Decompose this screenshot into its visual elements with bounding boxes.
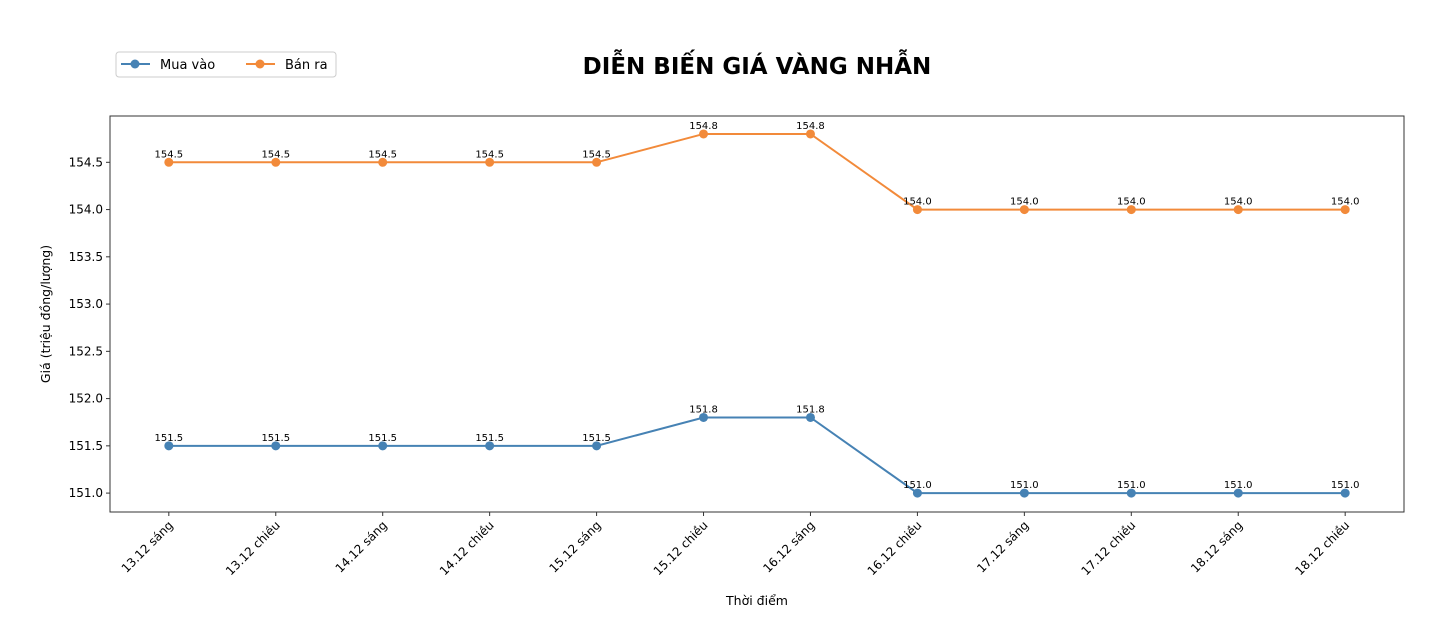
x-tick-label: 16.12 sáng <box>760 518 817 575</box>
data-label: 154.5 <box>475 149 504 160</box>
y-tick-label: 151.5 <box>69 439 103 453</box>
data-point <box>164 441 174 451</box>
data-label: 151.8 <box>796 404 825 415</box>
legend-label-sell: Bán ra <box>285 58 328 73</box>
legend-marker-sell <box>255 59 265 69</box>
data-label: 154.5 <box>261 149 290 160</box>
x-tick-label: 15.12 chiều <box>651 518 711 578</box>
y-tick-label: 154.0 <box>69 203 103 217</box>
data-point <box>912 488 922 498</box>
data-label: 154.5 <box>154 149 183 160</box>
legend-marker-buy <box>130 59 140 69</box>
y-tick-label: 151.0 <box>69 486 103 500</box>
data-point <box>271 157 281 167</box>
data-point <box>164 157 174 167</box>
data-label: 154.0 <box>1224 197 1253 208</box>
data-label: 154.0 <box>1010 197 1039 208</box>
data-label: 154.8 <box>689 121 718 132</box>
x-axis-label: Thời điểm <box>725 593 788 608</box>
data-label: 151.5 <box>475 433 504 444</box>
x-tick-label: 17.12 chiều <box>1079 518 1139 578</box>
data-label: 151.5 <box>261 433 290 444</box>
series-line-buy <box>168 416 1346 495</box>
legend: Mua vào Bán ra <box>115 51 337 78</box>
data-point <box>1233 205 1243 215</box>
data-point <box>271 441 281 451</box>
data-label: 154.5 <box>368 149 397 160</box>
data-point <box>1019 488 1029 498</box>
data-point <box>592 441 602 451</box>
data-label: 151.0 <box>1010 480 1039 491</box>
y-axis: 151.0 151.5 152.0 152.5 153.0 153.5 154.0 154.5 <box>69 155 110 500</box>
y-tick-label: 152.5 <box>69 344 103 358</box>
x-tick-label: 15.12 sáng <box>546 518 603 575</box>
data-point <box>912 205 922 215</box>
y-tick-label: 153.5 <box>69 250 103 264</box>
x-tick-label: 13.12 chiều <box>223 518 283 578</box>
data-point <box>805 129 815 139</box>
series-line-sell <box>168 132 1346 211</box>
x-tick-label: 14.12 sáng <box>333 518 390 575</box>
data-point <box>699 412 709 422</box>
series-group: 151.5 151.5 151.5 151.5 151.5 151.8 151.8 151.0… <box>154 121 1360 498</box>
data-label: 154.0 <box>1117 197 1146 208</box>
data-label: 154.5 <box>582 149 611 160</box>
data-point <box>1019 205 1029 215</box>
x-tick-label: 13.12 sáng <box>119 518 176 575</box>
data-label: 151.5 <box>582 433 611 444</box>
y-axis-label: Giá (triệu đồng/lượng) <box>38 245 53 383</box>
data-label: 151.0 <box>1331 480 1360 491</box>
x-tick-label: 14.12 chiều <box>437 518 497 578</box>
data-label: 151.5 <box>368 433 397 444</box>
data-label: 151.0 <box>1117 480 1146 491</box>
x-tick-label: 18.12 sáng <box>1188 518 1245 575</box>
data-point <box>1233 488 1243 498</box>
x-axis: 13.12 sáng 13.12 chiều 14.12 sáng 14.12 chi… <box>119 512 1352 578</box>
data-label: 154.0 <box>903 197 932 208</box>
x-tick-label: 18.12 chiều <box>1292 518 1352 578</box>
data-point <box>699 129 709 139</box>
y-tick-label: 154.5 <box>69 155 103 169</box>
plot-area <box>109 115 1405 513</box>
data-label: 154.8 <box>796 121 825 132</box>
data-label: 151.0 <box>903 480 932 491</box>
chart-title: DIỄN BIẾN GIÁ VÀNG NHẪN <box>583 49 932 80</box>
data-label: 154.0 <box>1331 197 1360 208</box>
data-point <box>485 157 495 167</box>
data-point <box>1126 488 1136 498</box>
legend-label-buy: Mua vào <box>160 58 215 73</box>
data-label: 151.0 <box>1224 480 1253 491</box>
data-point <box>805 412 815 422</box>
data-point <box>1126 205 1136 215</box>
x-tick-label: 16.12 chiều <box>865 518 925 578</box>
data-point <box>592 157 602 167</box>
data-point <box>378 157 388 167</box>
data-point <box>1340 488 1350 498</box>
x-tick-label: 17.12 sáng <box>974 518 1031 575</box>
data-label: 151.5 <box>154 433 183 444</box>
data-label: 151.8 <box>689 404 718 415</box>
data-point <box>1340 205 1350 215</box>
data-point <box>378 441 388 451</box>
y-tick-label: 153.0 <box>69 297 103 311</box>
y-tick-label: 152.0 <box>69 392 103 406</box>
data-point <box>485 441 495 451</box>
